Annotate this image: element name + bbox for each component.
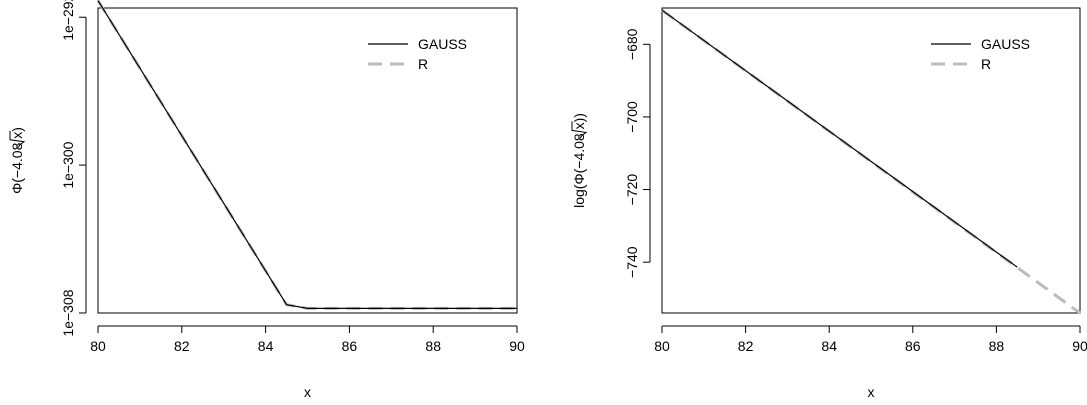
x-tick-label: 84 xyxy=(258,338,274,354)
legend: GAUSS R xyxy=(368,36,467,72)
x-tick-label: 86 xyxy=(905,338,921,354)
x-tick-label: 82 xyxy=(738,338,754,354)
y-axis-label-radicand: x xyxy=(571,122,587,129)
x-axis-label: x xyxy=(868,384,875,400)
sqrt-symbol xyxy=(571,121,588,139)
plot-frame xyxy=(97,7,518,314)
legend-label-r: R xyxy=(981,56,991,72)
y-tick-label: 1e−292 xyxy=(60,0,76,41)
y-axis-label-suffix: ) xyxy=(9,127,25,132)
x-tick-label: 86 xyxy=(342,338,358,354)
y-axis-label: log(Φ(−4.08 x)) xyxy=(571,113,588,208)
series-line-gauss xyxy=(661,9,1018,268)
plot-frame xyxy=(661,7,1081,314)
y-axis-label-text: log(Φ(−4.08 x)) xyxy=(571,113,587,208)
y-axis-label-suffix: )) xyxy=(571,113,587,122)
sqrt-symbol xyxy=(9,130,26,149)
x-tick-label: 80 xyxy=(90,338,106,354)
chart-panel-2: 80 82 84 86 88 90−740−720−700−680xlog(Φ(−4.08… xyxy=(571,7,1087,400)
x-axis-label: x xyxy=(304,384,311,400)
x-tick-label: 90 xyxy=(1072,338,1087,354)
legend-label-gauss: GAUSS xyxy=(418,36,467,52)
series-line-gauss xyxy=(97,0,517,309)
x-tick-label: 88 xyxy=(989,338,1005,354)
x-tick-label: 90 xyxy=(509,338,525,354)
x-tick-label: 88 xyxy=(425,338,441,354)
y-tick-label: −700 xyxy=(624,101,640,133)
legend-label-gauss: GAUSS xyxy=(981,36,1030,52)
legend: GAUSS R xyxy=(931,36,1030,72)
y-tick-label: 1e−308 xyxy=(60,289,76,336)
y-axis-label: Φ(−4.08 x) xyxy=(9,127,26,194)
y-axis-label-text: Φ(−4.08 x) xyxy=(9,127,25,194)
y-tick-label: 1e−300 xyxy=(60,141,76,188)
y-axis-label-radicand: x xyxy=(9,132,25,139)
x-tick-label: 82 xyxy=(174,338,190,354)
x-tick-label: 80 xyxy=(654,338,670,354)
y-tick-label: −720 xyxy=(624,174,640,206)
y-tick-label: −740 xyxy=(624,246,640,278)
x-tick-label: 84 xyxy=(821,338,837,354)
y-tick-label: −680 xyxy=(624,28,640,60)
legend-label-r: R xyxy=(418,56,428,72)
